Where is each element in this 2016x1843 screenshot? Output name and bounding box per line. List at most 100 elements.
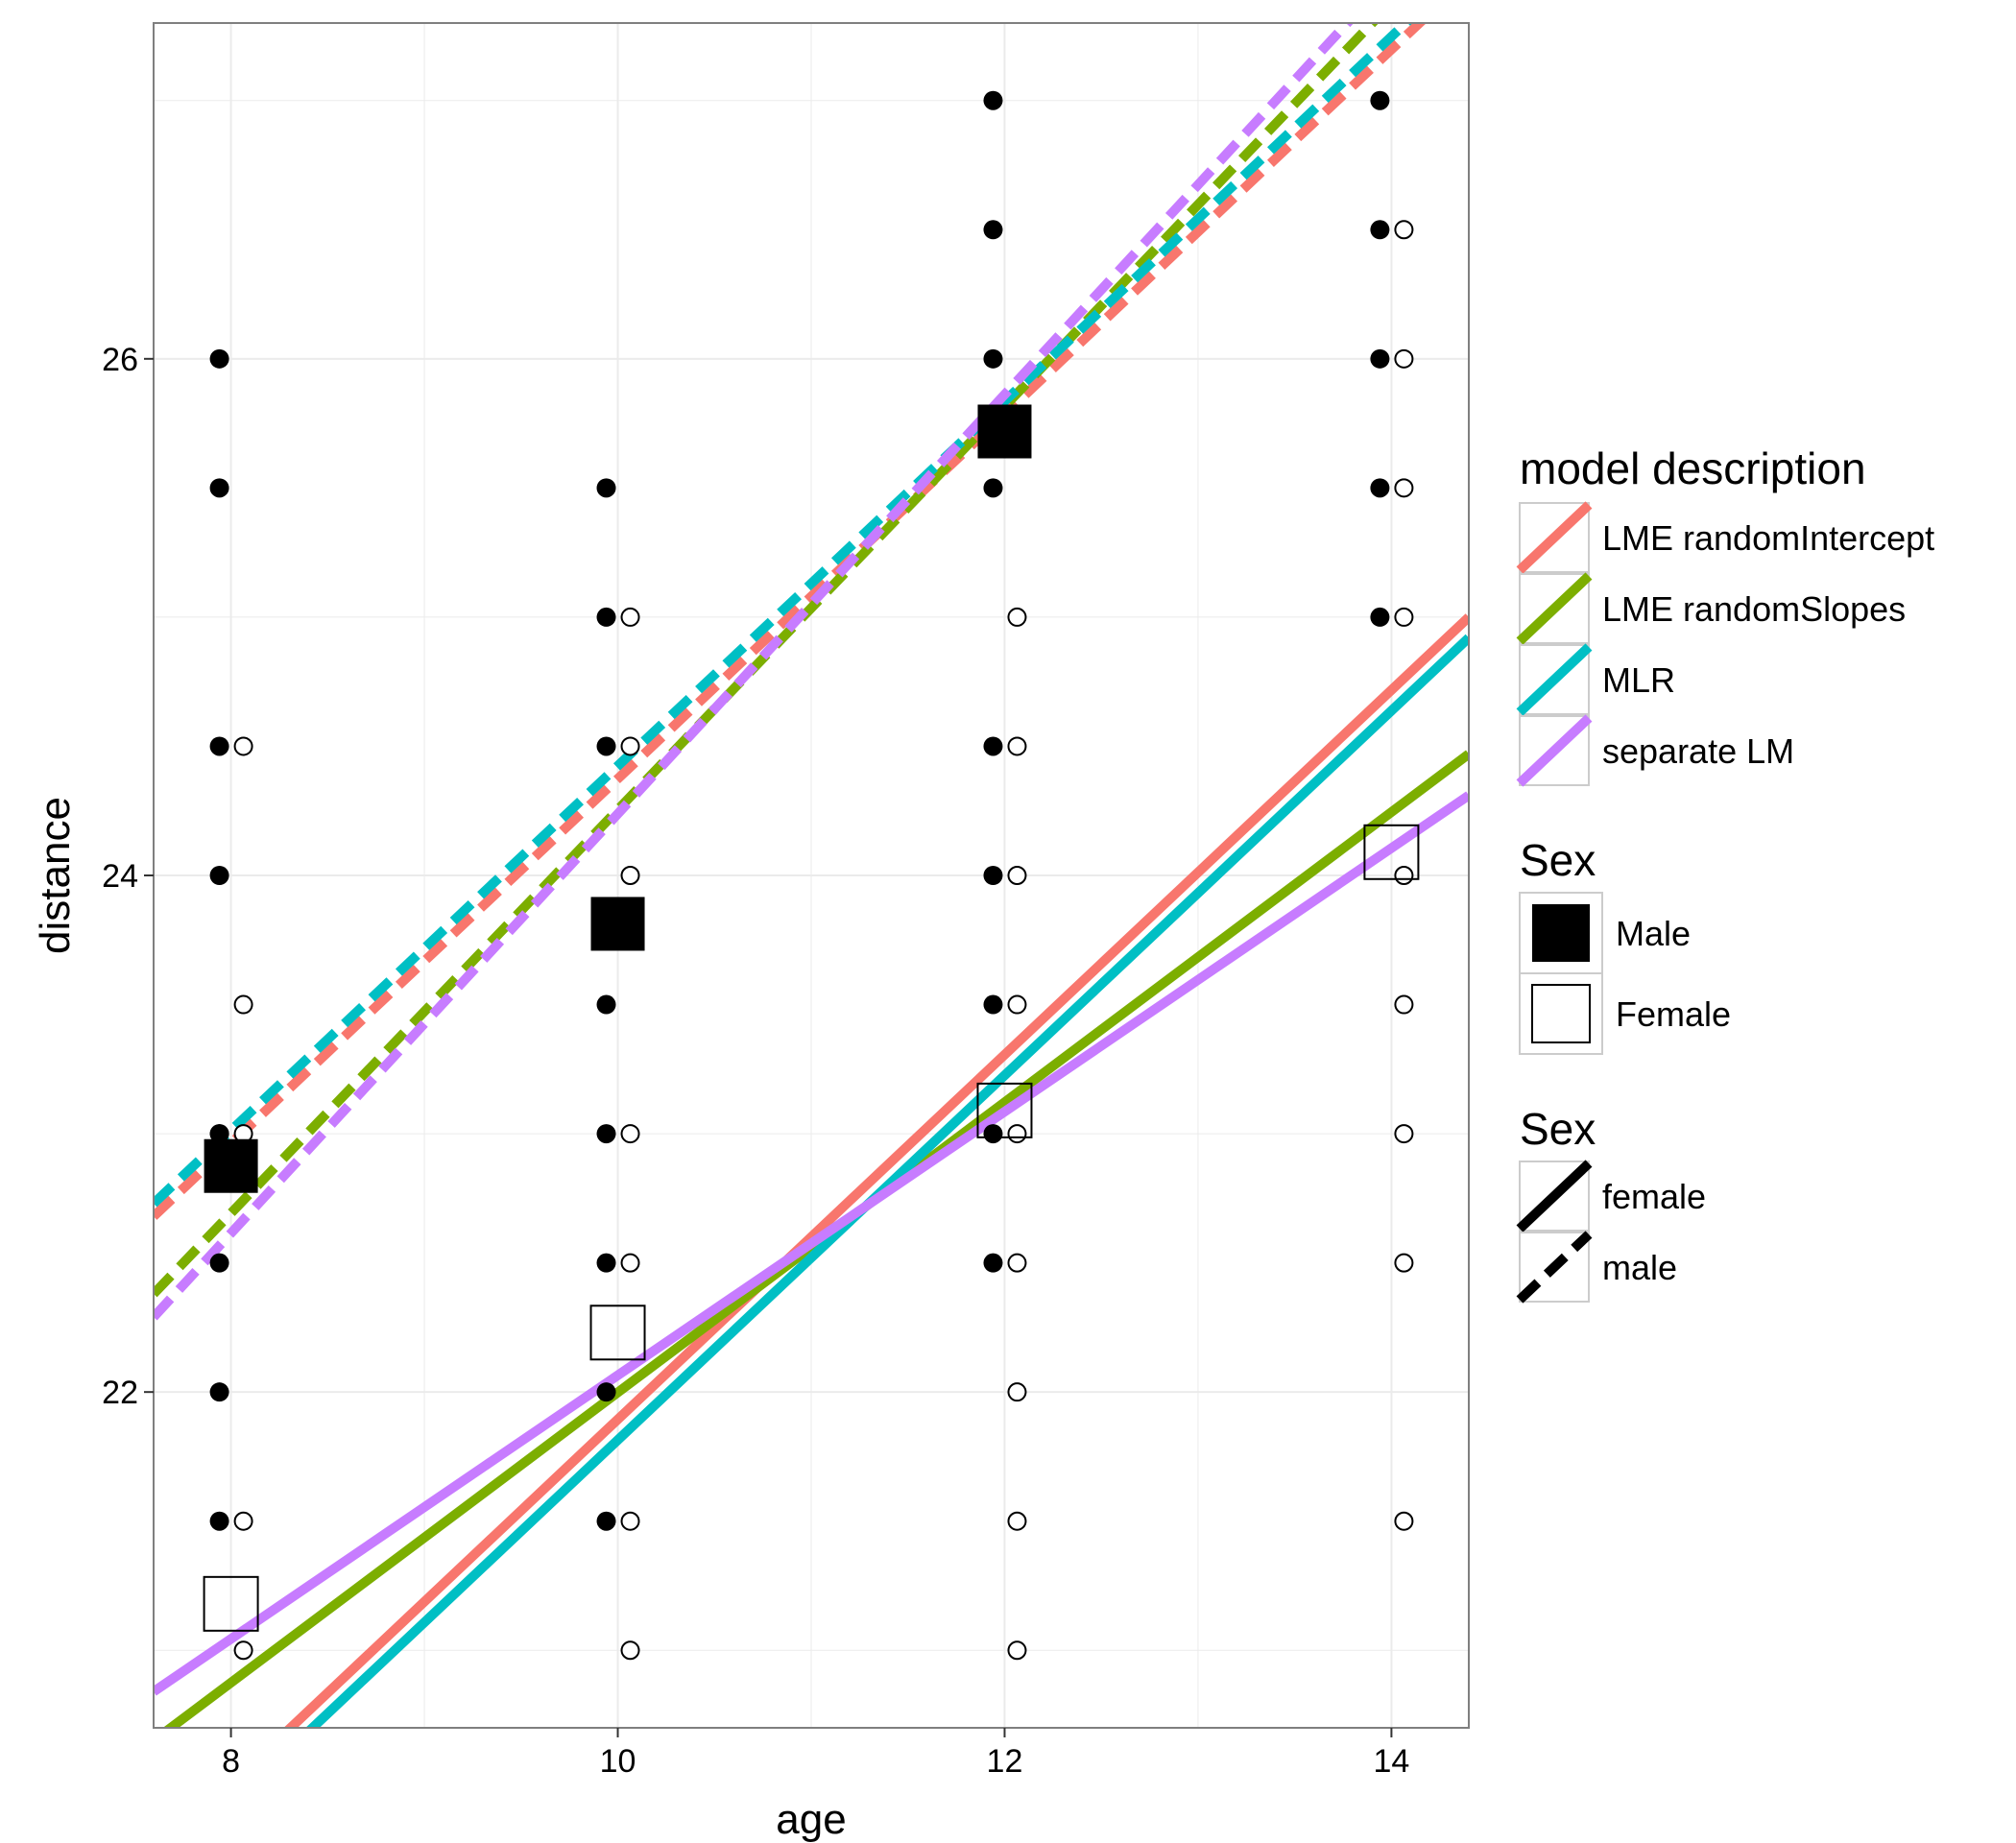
legend-key-female-square [1531,984,1591,1043]
male-point [209,736,229,756]
female-point [620,1253,640,1273]
male-point [209,1382,229,1402]
legend-label-sex-linetype: male [1602,1248,1677,1287]
male-point [596,1511,616,1531]
male-point [983,90,1003,110]
x-tick-label: 8 [222,1743,240,1780]
female-point [1394,1253,1414,1273]
line-separate_lm-female [154,791,1469,1696]
male-mean-marker [204,1138,258,1193]
female-point [233,1640,253,1661]
male-point [596,1382,616,1402]
male-point [209,1124,229,1144]
x-tick-label: 10 [600,1743,636,1780]
legend-key-line-lme_random_intercept [1516,501,1593,574]
y-tick-label: 26 [102,342,138,378]
female-point [620,866,640,885]
line-lme_random_intercept-male [154,23,1427,1220]
female-point [1394,220,1414,240]
male-point [209,866,229,885]
male-point [983,994,1003,1015]
male-point [983,736,1003,756]
female-point [1007,1511,1027,1531]
female-point [1007,1640,1027,1661]
male-point [209,1253,229,1273]
female-point [1394,607,1414,627]
data-points [209,90,1414,1661]
legend-title-sex-linetype: Sex [1520,1104,1596,1154]
legend-key-solid-line [1516,1160,1593,1233]
male-point [209,1511,229,1531]
axes: 8 10 12 14 22 24 26 [102,342,1409,1780]
x-tick-label: 12 [987,1743,1023,1780]
female-mean-marker [1363,824,1420,880]
male-point [596,994,616,1015]
male-mean-marker [590,897,645,951]
female-point [1394,348,1414,369]
line-mlr-male [154,23,1413,1208]
female-point [233,736,253,756]
male-point [983,220,1003,240]
female-mean-marker [976,1082,1033,1138]
female-point [1007,1124,1027,1144]
legend-label-sex-linetype: female [1602,1177,1706,1216]
male-point [596,607,616,627]
mean-markers [203,404,1420,1632]
female-point [1007,1253,1027,1273]
male-mean-marker [977,404,1032,459]
male-point [209,478,229,498]
legend: model description LME randomIntercept LME … [1516,443,1934,1304]
legend-key-line-lme_random_slopes [1516,572,1593,645]
female-mean-marker [203,1575,259,1632]
legend-label-sex-fill: Male [1616,914,1691,953]
legend-label-model: LME randomIntercept [1602,518,1934,558]
male-point [1370,90,1390,110]
female-point [1394,1124,1414,1144]
female-point [1394,1511,1414,1531]
female-point [1007,736,1027,756]
y-tick-label: 22 [102,1375,138,1411]
female-point [620,1124,640,1144]
female-point [1394,478,1414,498]
grid [154,23,1469,1728]
legend-label-model: separate LM [1602,731,1794,771]
model-lines [154,23,1469,1728]
line-lme_random_slopes-male [154,23,1380,1298]
male-point [1370,607,1390,627]
male-point [1370,220,1390,240]
female-point [1394,994,1414,1015]
male-point [596,736,616,756]
male-point [983,1253,1003,1273]
legend-label-sex-fill: Female [1616,994,1731,1034]
female-point [233,994,253,1015]
male-point [596,1124,616,1144]
legend-key-male-square [1532,904,1590,962]
legend-title-sex-fill: Sex [1520,835,1596,885]
legend-key-dashed-line [1516,1231,1593,1304]
legend-title-model: model description [1520,443,1866,493]
legend-key-box [1519,972,1603,1055]
legend-key-line-separate_lm [1516,714,1593,787]
female-point [620,1640,640,1661]
female-point [1007,994,1027,1015]
female-point [620,1511,640,1531]
female-point [1007,866,1027,885]
female-point [1394,866,1414,885]
legend-key-line-mlr [1516,643,1593,716]
female-point [233,1511,253,1531]
male-point [983,478,1003,498]
line-mlr-female [305,634,1469,1728]
male-point [596,1253,616,1273]
legend-label-model: MLR [1602,660,1675,700]
male-point [596,478,616,498]
male-point [983,1124,1003,1144]
male-point [1370,348,1390,369]
male-point [1370,478,1390,498]
female-mean-marker [589,1304,646,1361]
line-separate_lm-male [154,23,1355,1321]
legend-label-model: LME randomSlopes [1602,589,1906,629]
y-axis-title: distance [32,797,79,954]
y-tick-label: 24 [102,858,138,895]
female-point [1007,607,1027,627]
